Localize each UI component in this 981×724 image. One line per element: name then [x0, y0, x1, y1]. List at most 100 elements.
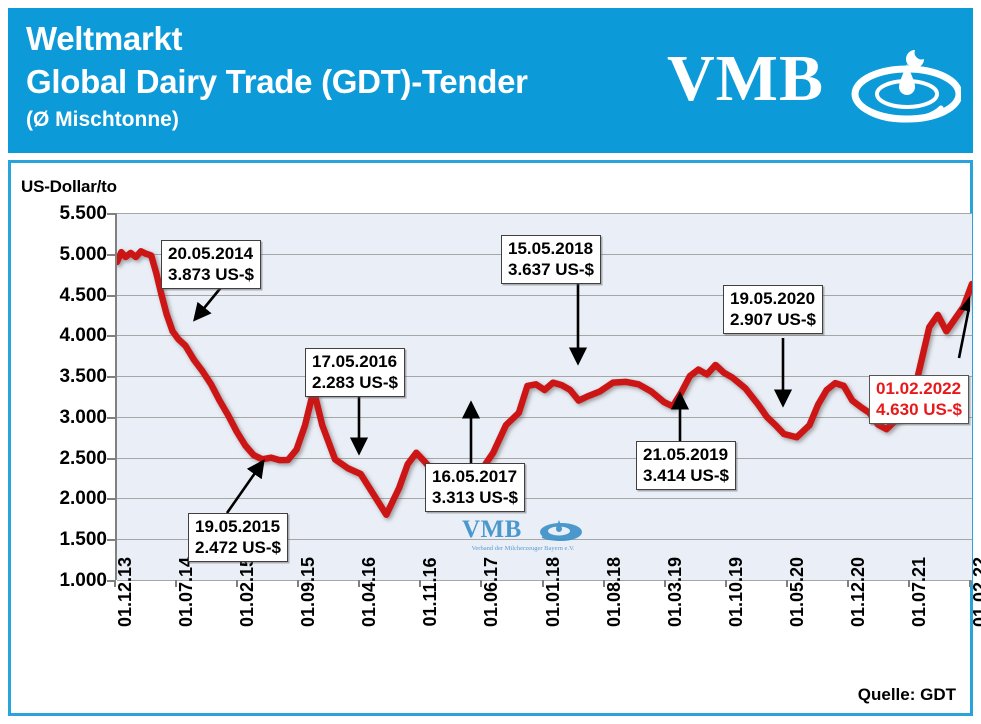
x-tick-mark	[541, 580, 544, 587]
callout-2020-value: 2.907 US-$	[730, 310, 816, 329]
callout-2018: 15.05.2018 3.637 US-$	[501, 235, 601, 284]
callout-2016-date: 17.05.2016	[312, 352, 398, 371]
callout-2015: 19.05.2015 2.472 US-$	[188, 513, 288, 562]
chart-watermark: VMB Verband der Milcherzeuger Bayern e.V…	[458, 516, 588, 564]
x-tick-mark	[969, 580, 971, 587]
x-tick-label: 01.09.15	[298, 556, 319, 628]
y-axis-ticks: 5.500 5.000 4.500 4.000 3.500 3.000 2.500 2.000…	[11, 204, 115, 590]
x-tick-label: 01.10.19	[725, 556, 746, 628]
gridline	[117, 498, 972, 500]
x-tick: 01.02.22	[960, 557, 981, 708]
vmb-logo-text: VMB	[667, 42, 824, 115]
x-tick: 01.09.15	[288, 557, 318, 708]
callout-2022-date: 01.02.2022	[876, 379, 962, 398]
callout-2014: 20.05.2014 3.873 US-$	[161, 240, 261, 289]
gridline	[117, 294, 972, 296]
callout-2022-value: 4.630 US-$	[876, 400, 962, 419]
milk-drop-ripple-icon	[536, 517, 584, 543]
y-axis-title: US-Dollar/to	[21, 177, 117, 196]
y-tick-label: 5.000	[59, 243, 107, 265]
x-tick: 01.10.19	[716, 557, 746, 708]
callout-2014-date: 20.05.2014	[168, 244, 254, 263]
callout-2017: 16.05.2017 3.313 US-$	[425, 463, 525, 512]
x-tick: 01.01.18	[533, 557, 563, 708]
x-tick-label: 01.05.20	[786, 556, 807, 628]
header-subtitle: (Ø Mischtonne)	[26, 108, 179, 131]
x-tick-mark	[602, 580, 605, 587]
x-tick-mark	[114, 580, 116, 587]
gridline	[117, 376, 972, 378]
x-axis-ticks: 01.12.13 01.07.14 01.02.15 01.09.15 01.04.16…	[114, 557, 981, 715]
x-tick-mark	[175, 580, 178, 587]
y-tick-label: 2.000	[59, 488, 107, 510]
x-tick-label: 01.07.14	[176, 556, 197, 628]
x-tick-mark	[724, 580, 727, 587]
y-tick-mark	[107, 498, 115, 501]
x-tick-mark	[846, 580, 849, 587]
y-tick-label: 1.500	[59, 529, 107, 551]
x-tick-mark	[480, 580, 483, 587]
x-tick: 01.04.16	[349, 557, 379, 708]
x-tick: 01.12.20	[838, 557, 868, 708]
gridline	[117, 213, 972, 214]
y-tick-mark	[107, 253, 115, 256]
x-tick-label: 01.12.20	[847, 556, 868, 628]
x-tick: 01.11.16	[410, 557, 440, 708]
callout-2018-date: 15.05.2018	[508, 239, 594, 258]
callout-2017-value: 3.313 US-$	[432, 488, 518, 507]
header-title-group: Weltmarkt Global Dairy Trade (GDT)-Tende…	[26, 18, 666, 136]
y-tick-mark	[107, 294, 115, 297]
y-tick-label: 1.000	[59, 570, 107, 591]
callout-2020-date: 19.05.2020	[730, 289, 816, 308]
x-tick-mark	[419, 580, 422, 587]
y-tick-label: 3.500	[59, 366, 107, 388]
x-tick-mark	[785, 580, 788, 587]
x-tick: 01.06.17	[471, 557, 501, 708]
x-tick-mark	[358, 580, 361, 587]
y-tick-label: 3.000	[59, 406, 107, 428]
callout-2019-date: 21.05.2019	[643, 445, 729, 464]
page-header: Weltmarkt Global Dairy Trade (GDT)-Tende…	[8, 8, 973, 153]
callout-2016: 17.05.2016 2.283 US-$	[305, 348, 405, 397]
x-tick-mark	[236, 580, 239, 587]
callout-2015-value: 2.472 US-$	[195, 538, 281, 557]
y-tick-mark	[107, 457, 115, 460]
callout-2017-date: 16.05.2017	[432, 467, 518, 486]
vmb-logo: VMB	[661, 38, 963, 133]
source-label: Quelle: GDT	[857, 685, 956, 704]
x-tick-label: 01.02.22	[970, 556, 981, 628]
x-tick-label: 01.03.19	[664, 556, 685, 628]
y-tick-label: 4.500	[59, 284, 107, 306]
y-tick-label: 4.000	[59, 325, 107, 347]
callout-2016-value: 2.283 US-$	[312, 373, 398, 392]
callout-2020: 19.05.2020 2.907 US-$	[723, 285, 823, 334]
x-tick-label: 01.04.16	[359, 556, 380, 628]
header-title-line-2: Global Dairy Trade (GDT)-Tender	[26, 63, 528, 100]
x-tick: 01.05.20	[777, 557, 807, 708]
y-tick-mark	[107, 213, 115, 215]
gridline	[117, 416, 972, 418]
gridline	[117, 335, 972, 337]
y-tick-mark	[107, 416, 115, 419]
watermark-subtitle: Verband der Milcherzeuger Bayern e.V.	[471, 545, 575, 552]
callout-2019-value: 3.414 US-$	[643, 466, 729, 485]
x-tick-label: 01.11.16	[420, 557, 441, 627]
x-tick-mark	[663, 580, 666, 587]
x-tick-label: 01.12.13	[115, 556, 135, 628]
x-tick: 01.07.14	[166, 557, 196, 708]
y-tick-mark	[107, 376, 115, 379]
x-tick-label: 01.02.15	[237, 556, 258, 628]
y-tick-mark	[107, 539, 115, 542]
gridline	[117, 580, 972, 581]
chart-panel: US-Dollar/to 5.500 5.000 4.500 4.000 3.500 3.…	[8, 160, 981, 716]
callout-2014-value: 3.873 US-$	[168, 265, 254, 284]
callout-2018-value: 3.637 US-$	[508, 260, 594, 279]
gridline	[117, 539, 972, 541]
x-tick: 01.12.13	[105, 557, 135, 708]
y-tick-label: 2.500	[59, 447, 107, 469]
x-tick-mark	[907, 580, 910, 587]
y-tick-label: 5.500	[59, 203, 107, 224]
callout-2015-date: 19.05.2015	[195, 517, 281, 536]
x-tick-label: 01.06.17	[481, 556, 502, 628]
y-tick-mark	[107, 580, 115, 582]
